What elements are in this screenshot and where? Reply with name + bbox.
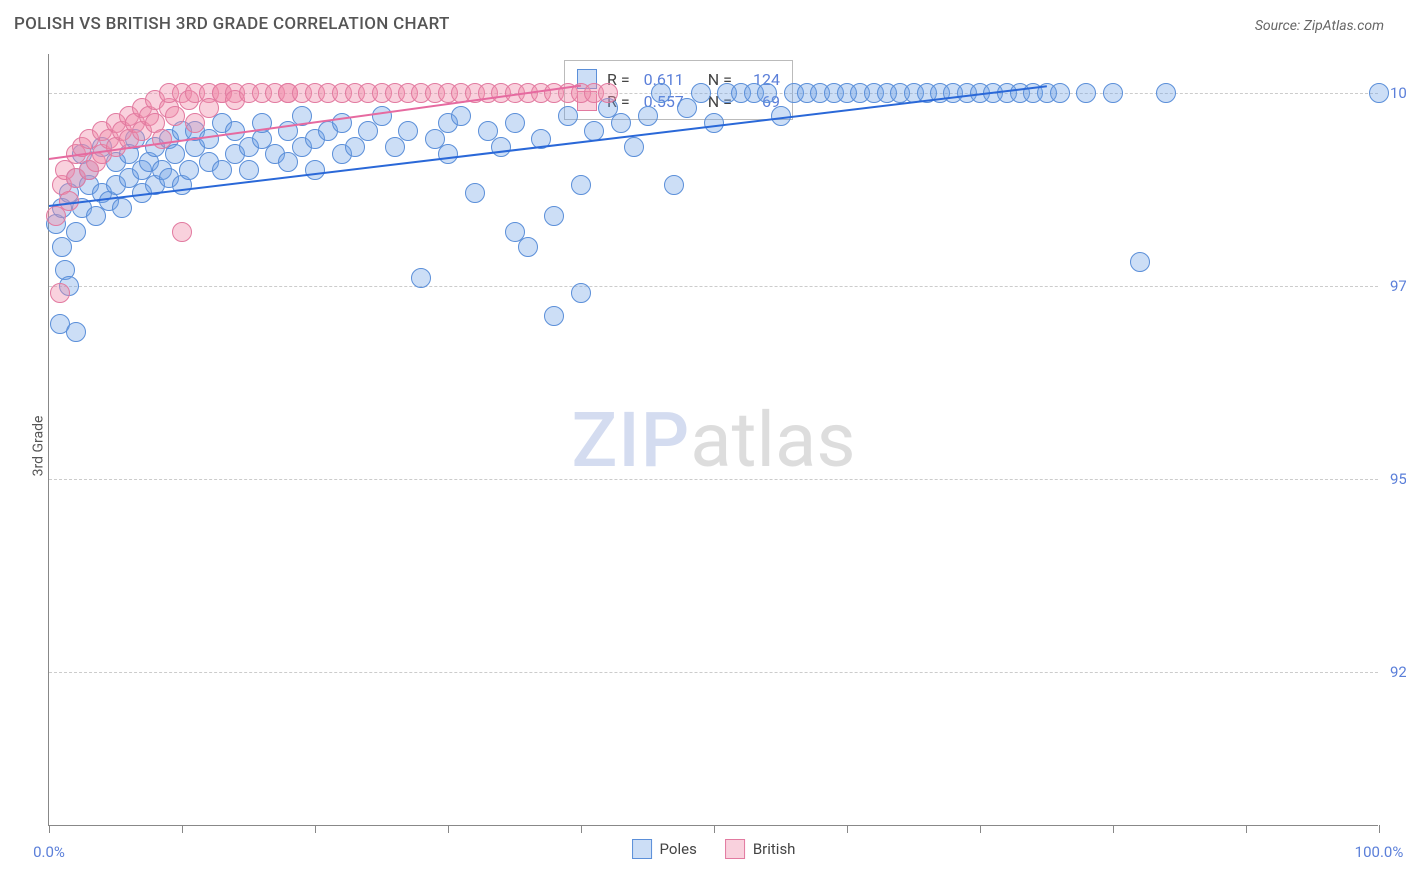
scatter-point <box>1103 83 1123 103</box>
scatter-point <box>152 129 172 149</box>
british-swatch <box>725 839 745 859</box>
x-tick <box>1379 825 1380 833</box>
scatter-point <box>172 222 192 242</box>
scatter-point <box>505 113 525 133</box>
scatter-point <box>1156 83 1176 103</box>
y-axis-label: 3rd Grade <box>30 416 46 477</box>
scatter-point <box>465 183 485 203</box>
scatter-point <box>664 175 684 195</box>
scatter-point <box>1076 83 1096 103</box>
x-tick <box>1113 825 1114 833</box>
x-tick-label: 100.0% <box>1355 843 1404 861</box>
scatter-point <box>558 106 578 126</box>
scatter-point <box>438 144 458 164</box>
watermark-zip: ZIP <box>571 395 690 485</box>
scatter-point <box>1050 83 1070 103</box>
scatter-point <box>411 268 431 288</box>
scatter-point <box>66 222 86 242</box>
scatter-point <box>66 322 86 342</box>
legend-item-british: British <box>725 839 796 859</box>
scatter-point <box>50 283 70 303</box>
x-tick <box>847 825 848 833</box>
scatter-point <box>757 83 777 103</box>
x-tick <box>714 825 715 833</box>
x-tick <box>315 825 316 833</box>
bottom-legend: Poles British <box>632 839 796 859</box>
source-label: Source: ZipAtlas.com <box>1255 18 1384 34</box>
scatter-point <box>598 83 618 103</box>
watermark: ZIPatlas <box>571 395 855 485</box>
scatter-point <box>544 206 564 226</box>
scatter-point <box>624 137 644 157</box>
scatter-point <box>451 106 471 126</box>
scatter-point <box>544 306 564 326</box>
chart-title: POLISH VS BRITISH 3RD GRADE CORRELATION … <box>14 14 450 34</box>
scatter-point <box>305 160 325 180</box>
x-tick <box>448 825 449 833</box>
scatter-point <box>691 83 711 103</box>
scatter-point <box>179 160 199 180</box>
gridline <box>49 479 1378 480</box>
scatter-point <box>112 198 132 218</box>
scatter-point <box>1369 83 1389 103</box>
y-tick-label: 97.5% <box>1382 277 1406 295</box>
y-tick-label: 92.5% <box>1382 663 1406 681</box>
scatter-point <box>651 83 671 103</box>
x-tick <box>182 825 183 833</box>
gridline <box>49 672 1378 673</box>
legend-label-british: British <box>753 840 796 858</box>
x-tick <box>1246 825 1247 833</box>
x-tick <box>980 825 981 833</box>
scatter-point <box>398 121 418 141</box>
plot-area: ZIPatlas R =0.611N =124R =0.557N =69 Pol… <box>48 54 1378 826</box>
legend-label-poles: Poles <box>660 840 697 858</box>
scatter-point <box>571 175 591 195</box>
scatter-point <box>518 237 538 257</box>
gridline <box>49 286 1378 287</box>
scatter-point <box>611 113 631 133</box>
x-tick-label: 0.0% <box>33 843 65 861</box>
scatter-point <box>571 283 591 303</box>
x-tick <box>49 825 50 833</box>
scatter-point <box>638 106 658 126</box>
scatter-point <box>1130 252 1150 272</box>
scatter-point <box>491 137 511 157</box>
legend-item-poles: Poles <box>632 839 697 859</box>
watermark-atlas: atlas <box>690 395 855 485</box>
x-tick <box>581 825 582 833</box>
scatter-point <box>239 160 259 180</box>
scatter-point <box>372 106 392 126</box>
y-tick-label: 95.0% <box>1382 470 1406 488</box>
poles-swatch <box>632 839 652 859</box>
